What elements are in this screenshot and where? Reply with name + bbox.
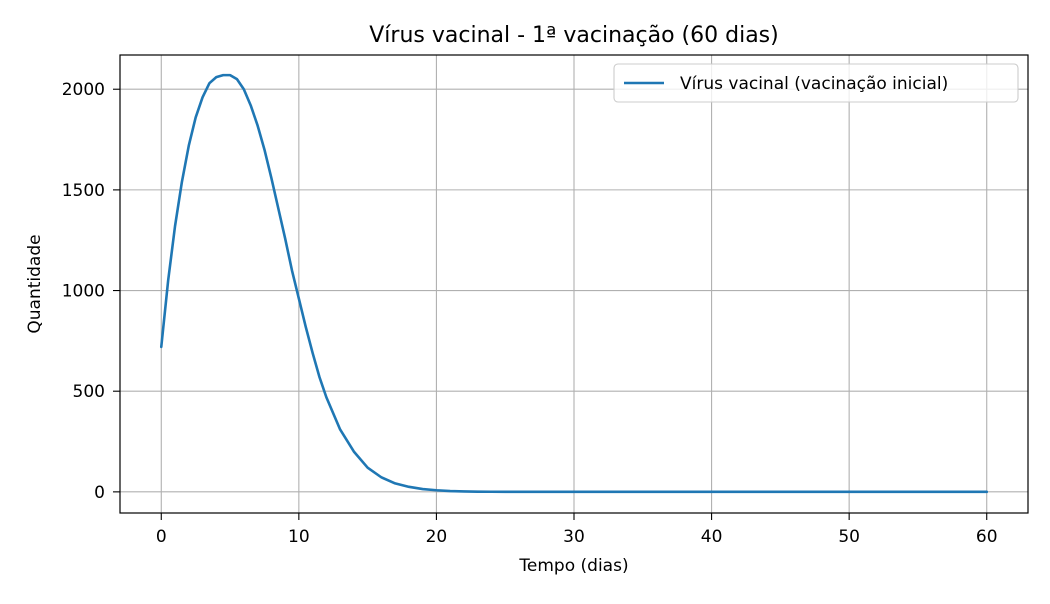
series-layer bbox=[159, 73, 989, 494]
x-tick-label: 0 bbox=[156, 527, 167, 547]
x-tick-label: 30 bbox=[563, 527, 585, 547]
y-axis: 0 500 1000 1500 2000 bbox=[62, 80, 120, 503]
legend-entry-label: Vírus vacinal (vacinação inicial) bbox=[680, 74, 948, 94]
chart-title: Vírus vacinal - 1ª vacinação (60 dias) bbox=[369, 23, 778, 48]
x-axis-label: Tempo (dias) bbox=[518, 556, 628, 576]
x-tick-label: 20 bbox=[426, 527, 448, 547]
y-tick-label: 1500 bbox=[62, 181, 105, 201]
x-tick-label: 40 bbox=[701, 527, 723, 547]
x-axis: 0 10 20 30 40 50 60 bbox=[156, 513, 998, 547]
x-tick-label: 10 bbox=[288, 527, 310, 547]
legend-box bbox=[613, 63, 1019, 103]
y-tick-label: 2000 bbox=[62, 80, 105, 100]
y-axis-label: Quantidade bbox=[25, 234, 45, 333]
y-tick-label: 1000 bbox=[62, 282, 105, 302]
grid-lines bbox=[120, 55, 1028, 513]
x-tick-label: 50 bbox=[838, 527, 860, 547]
x-tick-label: 60 bbox=[976, 527, 998, 547]
y-tick-label: 500 bbox=[73, 382, 105, 402]
series-line bbox=[159, 73, 989, 494]
legend: Vírus vacinal (vacinação inicial) bbox=[613, 63, 1019, 103]
y-tick-label: 0 bbox=[94, 483, 105, 503]
